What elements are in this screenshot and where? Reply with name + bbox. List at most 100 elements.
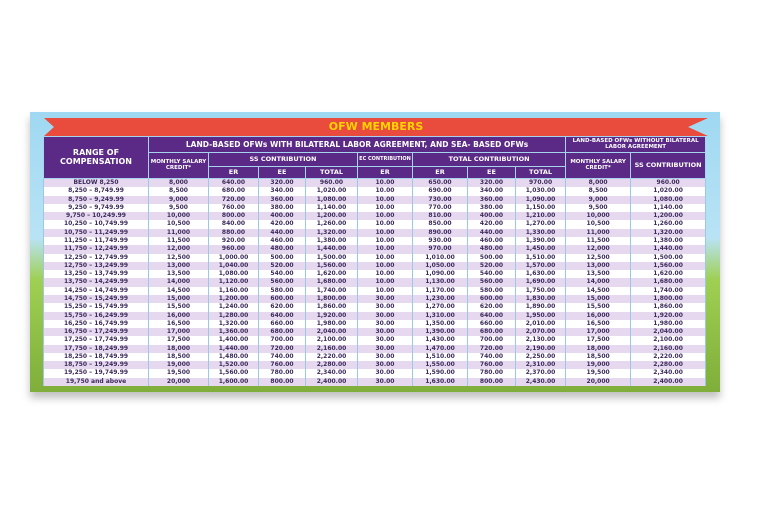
cell-total-er: 1,390.00 [412,328,468,337]
cell-msc: 14,500 [148,286,209,295]
cell-msc2: 12,000 [565,245,632,254]
cell-msc: 18,000 [148,344,209,353]
cell-ss-total: 2,280.00 [305,361,358,370]
cell-ss-total: 1,380.00 [305,236,358,246]
cell-total-total: 1,570.00 [514,261,567,271]
cell-total-ee: 600.00 [467,294,516,304]
cell-ss-total: 2,400.00 [305,377,358,387]
cell-ss2: 1,680.00 [630,278,707,287]
cell-total-total: 2,370.00 [514,369,567,378]
cell-total-er: 810.00 [412,212,468,221]
table-row: BELOW 8,250 8,000 640.00 320.00 960.00 10.00 6… [43,178,707,188]
cell-ss2: 1,860.00 [630,303,707,312]
cell-ss2: 1,620.00 [630,270,707,279]
cell-total-total: 1,950.00 [514,311,567,320]
cell-ec-er: 30.00 [357,377,413,387]
cell-ss-er: 760.00 [208,203,259,213]
cell-total-total: 1,630.00 [514,270,567,279]
table-row: 19,250 – 19,749.99 19,500 1,560.00 780.00 2,… [43,369,707,378]
cell-ss-er: 1,120.00 [208,278,259,287]
ofw-members-banner: OFW MEMBERS [44,118,708,136]
cell-msc2: 13,500 [565,270,632,279]
cell-msc: 19,500 [148,369,209,378]
group2-header: LAND-BASED OFWs WITHOUT BILATERAL LABOR … [565,136,707,153]
cell-total-total: 2,430.00 [514,377,567,387]
cell-total-ee: 720.00 [467,344,516,353]
cell-ss-er: 1,360.00 [208,328,259,337]
ec-er-header: ER [357,166,413,179]
cell-ec-er: 10.00 [357,220,413,229]
table-row: 19,750 and above 20,000 1,600.00 800.00 2,40… [43,377,707,387]
cell-ss-ee: 620.00 [258,303,306,312]
cell-total-ee: 540.00 [467,270,516,279]
cell-range: 14,750 – 15,249.99 [43,294,149,304]
cell-range: 10,750 – 11,249.99 [43,228,149,237]
cell-range: 17,750 – 18,249.99 [43,344,149,353]
cell-msc2: 9,500 [565,203,632,213]
cell-ss-total: 1,320.00 [305,228,358,237]
cell-ec-er: 30.00 [357,303,413,312]
cell-range: BELOW 8,250 [43,178,149,188]
cell-total-total: 1,210.00 [514,212,567,221]
cell-ss-total: 2,040.00 [305,328,358,337]
cell-total-ee: 560.00 [467,278,516,287]
cell-ss-er: 960.00 [208,245,259,254]
cell-ss-er: 1,160.00 [208,286,259,295]
cell-total-total: 1,890.00 [514,303,567,312]
cell-ss-ee: 640.00 [258,311,306,320]
table-row: 16,250 – 16,749.99 16,500 1,320.00 660.00 1,… [43,319,707,329]
cell-total-total: 1,830.00 [514,294,567,304]
cell-msc: 8,000 [148,178,209,188]
cell-ec-er: 30.00 [357,311,413,320]
cell-msc2: 13,000 [565,261,632,271]
cell-ss-er: 680.00 [208,187,259,196]
table-row: 13,250 – 13,749.99 13,500 1,080.00 540.00 1,… [43,270,707,279]
cell-ss-total: 1,500.00 [305,253,358,262]
cell-total-total: 1,330.00 [514,228,567,237]
cell-total-total: 1,030.00 [514,187,567,196]
cell-total-er: 890.00 [412,228,468,237]
cell-ec-er: 10.00 [357,253,413,262]
ec-contribution-header: EC CONTRIBUTION [357,152,413,167]
cell-ec-er: 10.00 [357,195,413,204]
cell-msc: 9,500 [148,203,209,213]
cell-ss-total: 1,200.00 [305,212,358,221]
cell-range: 9,250 – 9,749.99 [43,203,149,213]
cell-msc2: 9,000 [565,195,632,204]
cell-ss-ee: 360.00 [258,195,306,204]
cell-total-ee: 760.00 [467,361,516,370]
cell-ss-total: 1,860.00 [305,303,358,312]
cell-total-total: 2,250.00 [514,352,567,362]
cell-ss-er: 1,560.00 [208,369,259,378]
cell-ss2: 1,740.00 [630,286,707,295]
cell-msc2: 8,500 [565,187,632,196]
cell-ec-er: 30.00 [357,294,413,304]
total-er-header: ER [412,166,468,179]
cell-ss-ee: 560.00 [258,278,306,287]
cell-ec-er: 30.00 [357,328,413,337]
cell-ss-er: 920.00 [208,236,259,246]
cell-total-ee: 640.00 [467,311,516,320]
cell-ss-total: 1,440.00 [305,245,358,254]
cell-ec-er: 10.00 [357,187,413,196]
cell-ss-er: 1,080.00 [208,270,259,279]
cell-total-ee: 320.00 [467,178,516,188]
cell-ss-er: 1,480.00 [208,352,259,362]
cell-ec-er: 30.00 [357,369,413,378]
cell-msc: 12,500 [148,253,209,262]
cell-total-ee: 440.00 [467,228,516,237]
cell-range: 19,750 and above [43,377,149,387]
cell-ss-total: 1,140.00 [305,203,358,213]
cell-ec-er: 10.00 [357,228,413,237]
cell-total-er: 970.00 [412,245,468,254]
cell-ss2: 960.00 [630,178,707,188]
cell-msc: 14,000 [148,278,209,287]
cell-msc: 20,000 [148,377,209,387]
table-row: 16,750 – 17,249.99 17,000 1,360.00 680.00 2,… [43,328,707,337]
cell-total-er: 1,050.00 [412,261,468,271]
cell-ss2: 1,020.00 [630,187,707,196]
cell-msc: 19,000 [148,361,209,370]
cell-ss2: 2,280.00 [630,361,707,370]
msc2-header: MONTHLY SALARY CREDIT* [565,152,632,179]
cell-ss-ee: 460.00 [258,236,306,246]
